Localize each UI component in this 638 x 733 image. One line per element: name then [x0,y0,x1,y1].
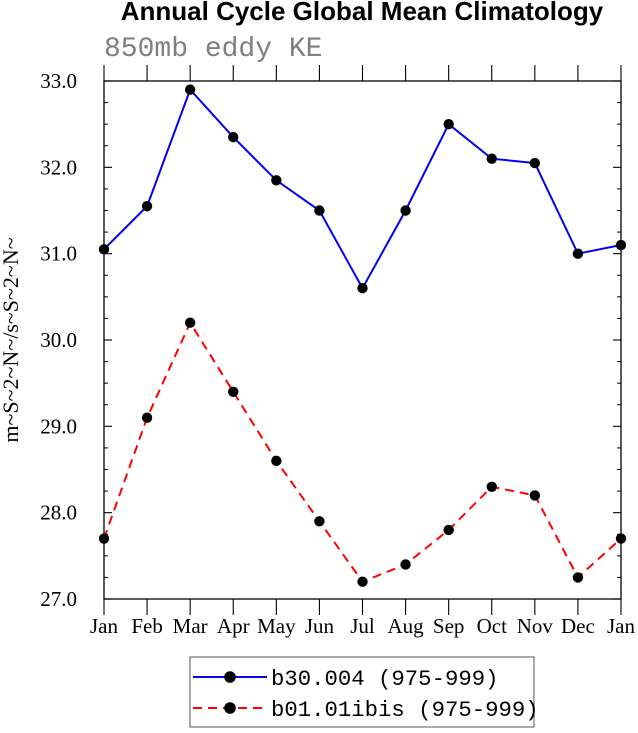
svg-text:32.0: 32.0 [40,155,77,179]
svg-text:Feb: Feb [131,614,163,638]
svg-text:May: May [257,614,296,638]
svg-text:Jan: Jan [90,614,118,638]
svg-text:28.0: 28.0 [40,501,77,525]
svg-text:Oct: Oct [477,614,507,638]
svg-text:Apr: Apr [217,614,250,638]
svg-text:29.0: 29.0 [40,414,77,438]
svg-text:33.0: 33.0 [40,69,77,93]
svg-text:Dec: Dec [561,614,595,638]
svg-text:Mar: Mar [173,614,208,638]
svg-text:Nov: Nov [517,614,554,638]
svg-text:Aug: Aug [387,614,424,638]
svg-text:Sep: Sep [433,614,465,638]
svg-text:b01.01ibis (975-999): b01.01ibis (975-999) [271,697,539,723]
svg-text:m~S~2~N~/s~S~2~N~: m~S~2~N~/s~S~2~N~ [0,237,23,442]
svg-text:Jan: Jan [607,614,635,638]
svg-text:30.0: 30.0 [40,328,77,352]
svg-text:b30.004 (975-999): b30.004 (975-999) [271,666,498,692]
svg-text:27.0: 27.0 [40,587,77,611]
svg-text:31.0: 31.0 [40,242,77,266]
svg-text:Jul: Jul [350,614,375,638]
svg-text:850mb eddy KE: 850mb eddy KE [104,34,322,65]
svg-text:Annual Cycle Global Mean Clima: Annual Cycle Global Mean Climatology [121,0,604,26]
svg-text:Jun: Jun [305,614,335,638]
